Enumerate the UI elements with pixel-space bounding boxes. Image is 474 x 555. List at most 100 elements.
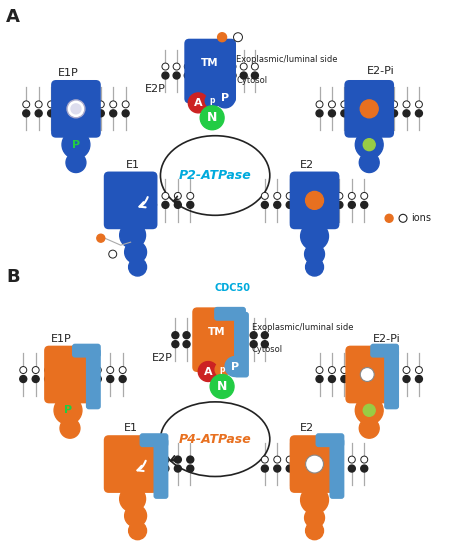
Text: E2-Pi: E2-Pi — [367, 66, 395, 76]
FancyBboxPatch shape — [214, 307, 246, 321]
Circle shape — [137, 193, 144, 199]
Circle shape — [125, 505, 146, 527]
Circle shape — [353, 366, 360, 374]
Circle shape — [85, 110, 92, 117]
FancyBboxPatch shape — [290, 171, 339, 229]
Circle shape — [348, 465, 356, 472]
Circle shape — [23, 110, 30, 117]
FancyBboxPatch shape — [384, 349, 399, 410]
Circle shape — [82, 366, 89, 374]
Circle shape — [162, 72, 169, 79]
Circle shape — [348, 201, 356, 208]
Circle shape — [125, 201, 132, 208]
Circle shape — [311, 465, 318, 472]
Circle shape — [162, 456, 169, 463]
Circle shape — [234, 33, 243, 42]
Circle shape — [210, 375, 234, 398]
Circle shape — [359, 418, 379, 438]
Circle shape — [137, 465, 144, 472]
Circle shape — [173, 63, 180, 70]
Circle shape — [341, 376, 348, 382]
Circle shape — [261, 201, 268, 208]
Text: E2P: E2P — [152, 352, 173, 362]
Circle shape — [360, 367, 374, 381]
FancyBboxPatch shape — [51, 80, 101, 138]
Circle shape — [67, 100, 85, 118]
Circle shape — [336, 201, 343, 208]
Circle shape — [125, 456, 132, 463]
Circle shape — [119, 366, 126, 374]
Circle shape — [261, 193, 268, 199]
Text: N: N — [217, 380, 227, 393]
FancyBboxPatch shape — [104, 171, 157, 229]
Circle shape — [403, 376, 410, 382]
Circle shape — [341, 366, 348, 374]
Circle shape — [348, 456, 356, 463]
Circle shape — [328, 366, 336, 374]
Circle shape — [125, 193, 132, 199]
Circle shape — [70, 376, 76, 382]
Circle shape — [47, 110, 55, 117]
Circle shape — [274, 201, 281, 208]
Circle shape — [251, 72, 258, 79]
Circle shape — [261, 456, 268, 463]
Circle shape — [356, 396, 383, 424]
Circle shape — [361, 456, 368, 463]
Circle shape — [94, 376, 101, 382]
Circle shape — [71, 104, 81, 114]
Circle shape — [415, 376, 422, 382]
Text: A: A — [194, 98, 202, 108]
Circle shape — [125, 465, 132, 472]
Circle shape — [366, 101, 373, 108]
Text: P4-ATPase: P4-ATPase — [179, 433, 252, 446]
Circle shape — [70, 366, 76, 374]
Circle shape — [183, 341, 190, 347]
Circle shape — [403, 366, 410, 374]
Circle shape — [286, 201, 293, 208]
Circle shape — [391, 376, 398, 382]
Circle shape — [110, 101, 117, 108]
FancyBboxPatch shape — [329, 438, 345, 499]
Circle shape — [378, 376, 385, 382]
Circle shape — [174, 201, 182, 208]
Text: p: p — [219, 365, 225, 374]
Circle shape — [399, 214, 407, 223]
Circle shape — [353, 110, 360, 117]
Circle shape — [149, 456, 156, 463]
Circle shape — [361, 201, 368, 208]
Circle shape — [301, 486, 328, 514]
Circle shape — [218, 33, 227, 42]
Circle shape — [122, 101, 129, 108]
Circle shape — [184, 72, 191, 79]
Circle shape — [415, 366, 422, 374]
Circle shape — [240, 63, 247, 70]
Circle shape — [353, 101, 360, 108]
Circle shape — [311, 193, 318, 199]
Circle shape — [261, 465, 268, 472]
Circle shape — [173, 72, 180, 79]
Circle shape — [328, 101, 336, 108]
Circle shape — [20, 376, 27, 382]
Circle shape — [361, 193, 368, 199]
Circle shape — [363, 139, 375, 150]
Circle shape — [261, 341, 268, 347]
Circle shape — [162, 193, 169, 199]
Circle shape — [60, 110, 67, 117]
Circle shape — [391, 110, 398, 117]
Circle shape — [299, 456, 306, 463]
Text: A: A — [204, 366, 212, 376]
Circle shape — [316, 101, 323, 108]
Text: p: p — [210, 97, 215, 105]
Circle shape — [110, 110, 117, 117]
Circle shape — [122, 110, 129, 117]
Circle shape — [348, 193, 356, 199]
Circle shape — [391, 366, 398, 374]
Circle shape — [316, 110, 323, 117]
Circle shape — [97, 101, 104, 108]
Circle shape — [274, 193, 281, 199]
Circle shape — [97, 110, 104, 117]
FancyBboxPatch shape — [154, 438, 168, 499]
Circle shape — [316, 376, 323, 382]
Circle shape — [82, 376, 89, 382]
Circle shape — [323, 465, 330, 472]
